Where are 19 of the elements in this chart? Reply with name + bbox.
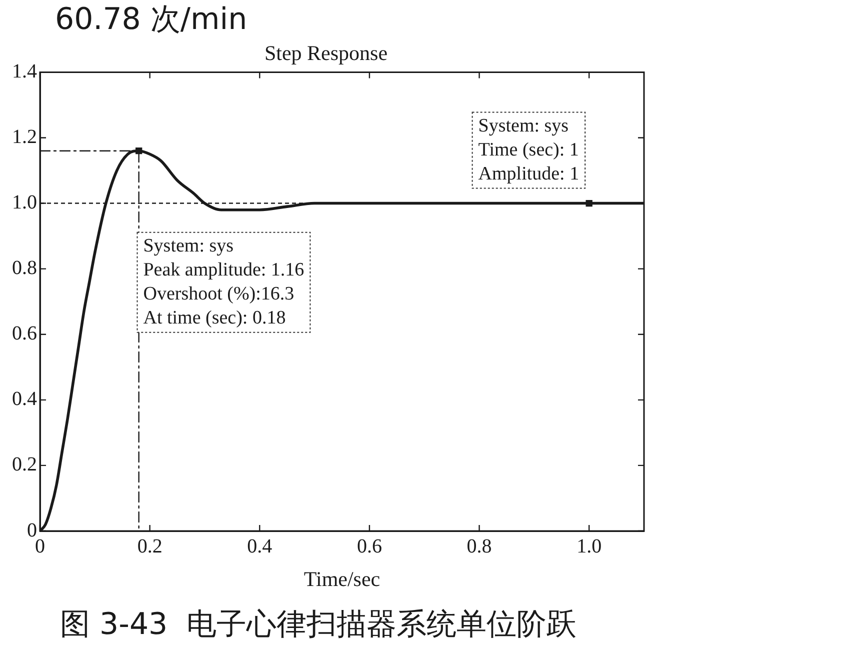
x-tick-label: 0.8 <box>466 535 492 558</box>
x-tick-label: 0.6 <box>356 535 382 558</box>
x-tick-label: 1.0 <box>576 535 602 558</box>
annotation: System: sys Peak amplitude: 1.16 Overshoot (%):16.3 At time (sec): 0.18 <box>143 235 304 328</box>
y-tick-label: 0 <box>27 519 37 542</box>
caption: 图 3-43 电子心律扫描器系统单位阶跃 <box>60 607 577 642</box>
x-axis-title: Time/sec <box>304 566 380 591</box>
y-tick-label: 0.6 <box>12 322 37 345</box>
y-tick-label: 1.2 <box>12 126 37 148</box>
y-tick-label: 0.4 <box>12 388 37 410</box>
chart-title: Step Response <box>264 41 388 66</box>
annotation: System: sys Time (sec): 1 Amplitude: 1 <box>478 115 580 184</box>
y-tick-label: 1.0 <box>12 192 37 214</box>
x-tick-label: 0.4 <box>247 535 272 558</box>
text: 60.78 次/min <box>55 2 248 37</box>
y-tick-label: 0.8 <box>12 257 37 280</box>
x-tick-label: 0.2 <box>137 535 162 558</box>
y-tick-label: 1.4 <box>12 60 37 82</box>
y-tick-label: 0.2 <box>12 454 37 476</box>
